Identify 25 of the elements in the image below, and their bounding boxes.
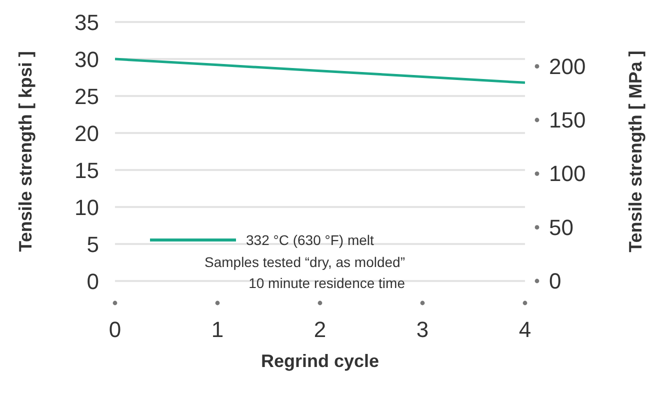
text: 332 °C (630 °F) melt (246, 232, 374, 248)
annotation: Samples tested “dry, as molded” (204, 253, 405, 272)
y2-tick-label: 50 (549, 214, 574, 240)
y-tick-label: 5 (86, 232, 99, 257)
x-tick-label: 3 (416, 317, 429, 342)
y-axis-title: Tensile strength [ kpsi ] (15, 51, 36, 252)
y2-tick-label: 150 (549, 107, 586, 132)
x-tick-label: 0 (108, 317, 122, 342)
y-tick-label: 25 (74, 84, 99, 109)
y2-tick-label: 200 (549, 54, 586, 79)
y-tick-label: 20 (74, 120, 99, 146)
y-tick-label: 15 (74, 158, 99, 183)
x-axis-title: Regrind cycle (260, 351, 380, 371)
x-tick-label: 2 (314, 317, 326, 342)
x-tick-label: 1 (211, 317, 224, 342)
y2-axis-title: Tensile strength [ MPa ] (625, 50, 646, 252)
y-tick-label: 30 (74, 46, 99, 72)
x-tick-label: 4 (518, 317, 532, 342)
annotation: 10 minute residence time (248, 274, 405, 293)
y2-tick-label: 100 (549, 161, 586, 186)
y-tick-label: 0 (86, 268, 99, 294)
y-tick-label: 35 (74, 10, 99, 35)
y2-tick-label: 0 (549, 268, 562, 294)
line-series (115, 58, 525, 84)
y-tick-label: 10 (74, 194, 99, 220)
